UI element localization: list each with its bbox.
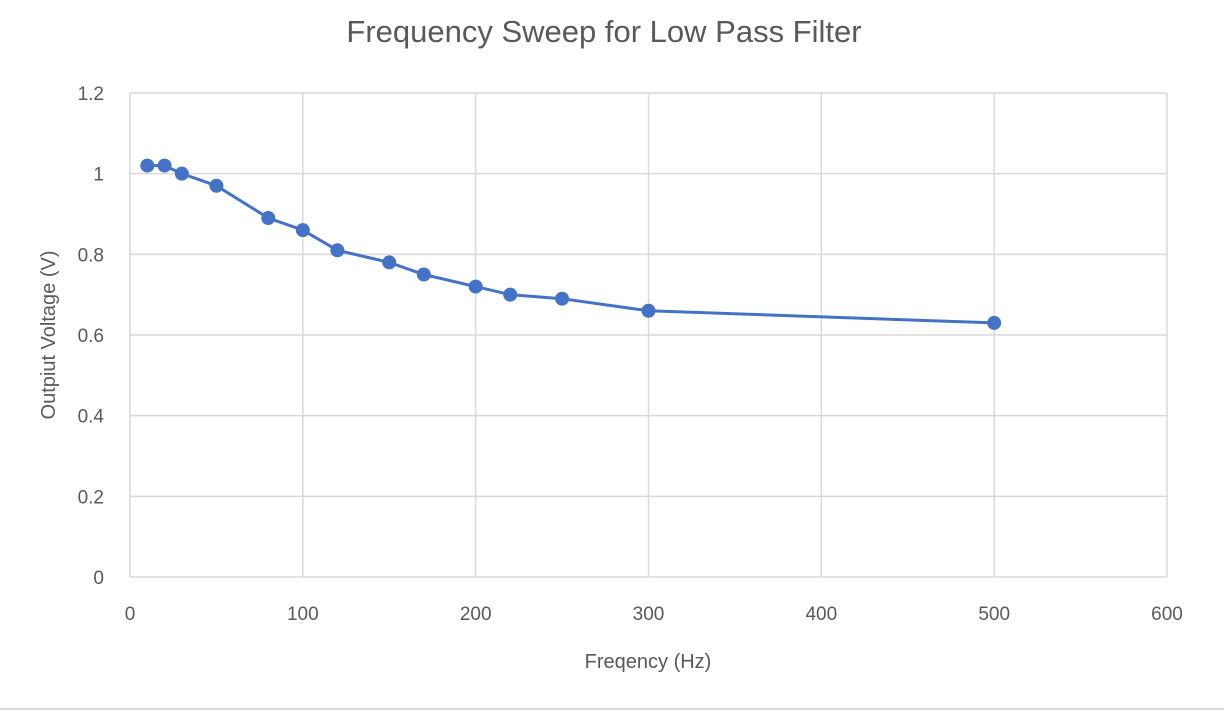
data-point	[555, 291, 570, 306]
grid	[129, 92, 1168, 578]
chart-title: Frequency Sweep for Low Pass Filter	[346, 14, 861, 49]
y-tick-label: 1	[93, 165, 104, 186]
x-tick-label: 500	[978, 604, 1010, 625]
data-point	[295, 223, 310, 238]
y-tick-label: 0.2	[78, 487, 104, 508]
data-point	[330, 243, 345, 258]
y-tick-label: 1.2	[78, 84, 104, 105]
data-point	[174, 166, 189, 181]
x-tick-label: 400	[805, 604, 837, 625]
x-tick-label: 0	[125, 604, 136, 625]
y-axis-label: Outpiut Voltage (V)	[38, 251, 60, 420]
series-points	[140, 158, 1002, 330]
y-tick-label: 0.6	[78, 326, 104, 347]
y-axis: 0 0.2 0.4 0.6 0.8 1 1.2	[78, 84, 105, 589]
data-point	[140, 158, 155, 173]
data-point	[261, 211, 276, 226]
x-axis: 0 100 200 300 400 500 600	[125, 604, 1183, 625]
x-axis-label: Freqency (Hz)	[585, 651, 712, 673]
data-point	[987, 315, 1002, 330]
x-tick-label: 300	[633, 604, 665, 625]
divider	[0, 708, 1224, 710]
data-point	[503, 287, 518, 302]
x-tick-label: 100	[287, 604, 319, 625]
data-point	[468, 279, 483, 294]
y-tick-label: 0.8	[78, 245, 104, 266]
data-point	[209, 178, 224, 193]
data-point	[416, 267, 431, 282]
x-tick-label: 600	[1151, 604, 1183, 625]
series-line	[147, 164, 995, 325]
y-tick-label: 0.4	[78, 407, 105, 428]
y-tick-label: 0	[93, 568, 104, 589]
data-point	[641, 303, 656, 318]
x-tick-label: 200	[460, 604, 492, 625]
data-point	[157, 158, 172, 173]
data-point	[382, 255, 397, 270]
